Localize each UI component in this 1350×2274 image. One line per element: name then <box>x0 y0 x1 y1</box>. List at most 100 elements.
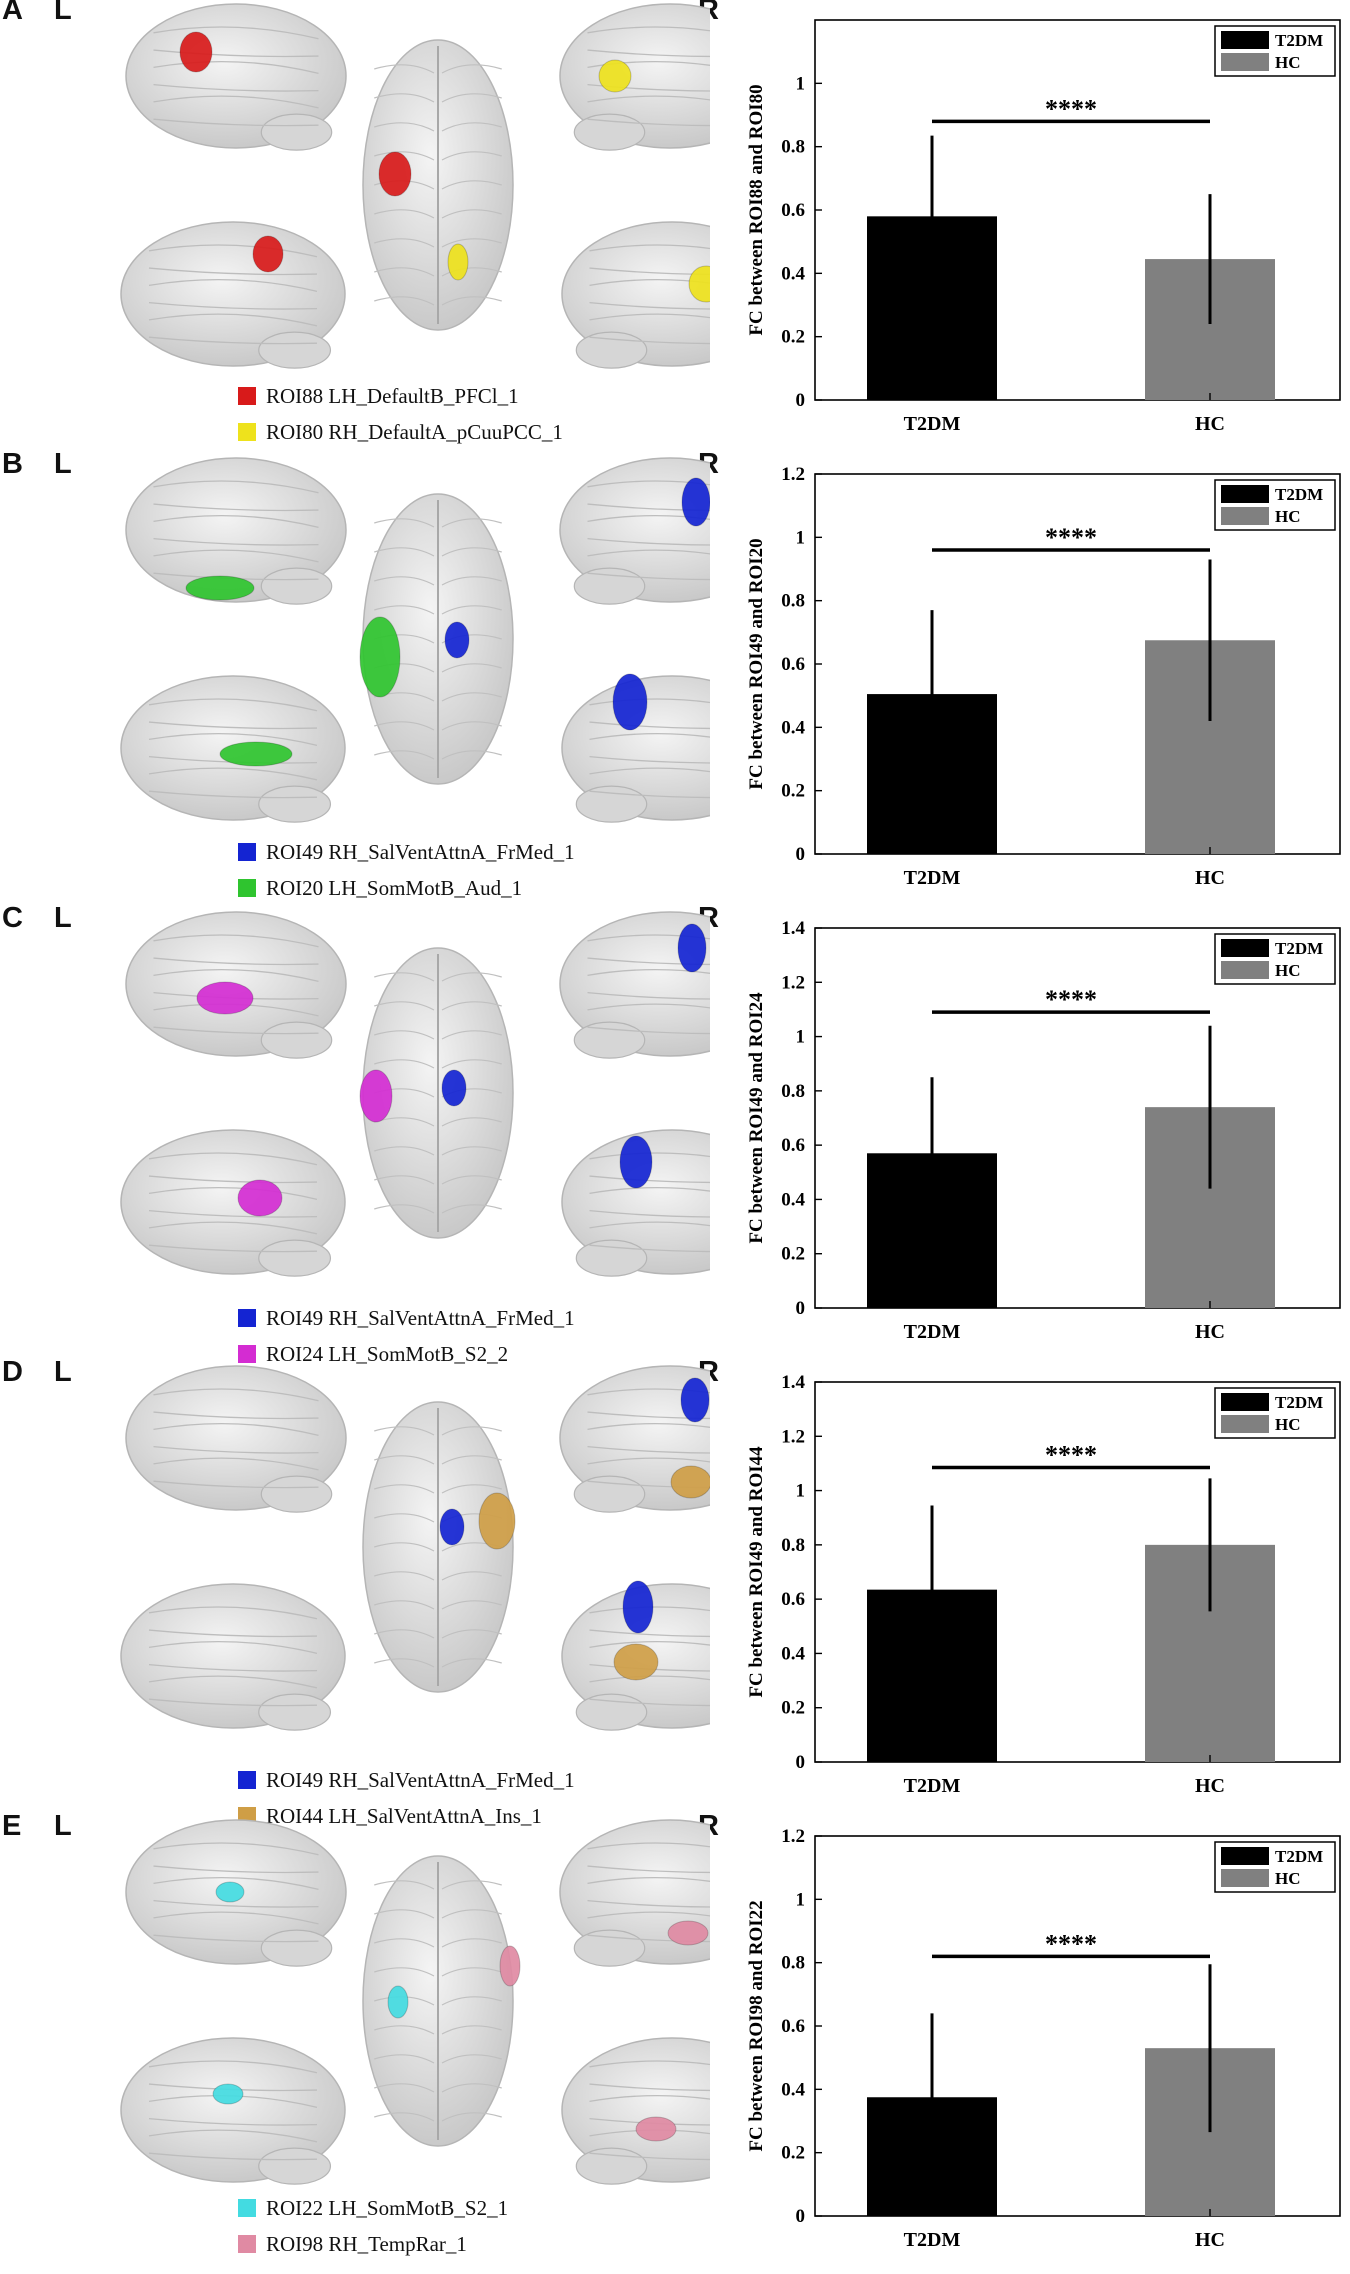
x-tick-label: T2DM <box>904 1321 961 1343</box>
roi-color-swatch <box>238 843 256 861</box>
legend-swatch <box>1221 1869 1269 1887</box>
roi-color-swatch <box>238 387 256 405</box>
y-tick-label: 1 <box>796 1481 806 1502</box>
fc-bar-chart: 0 0.2 0.4 0.6 0.8 1 1.2 T2DM HC **** FC between RO… <box>746 1826 1341 2251</box>
y-axis-label: FC between ROI49 and ROI44 <box>746 1446 767 1698</box>
x-tick-label: HC <box>1195 413 1225 435</box>
blue-roi-blob <box>622 1580 654 1634</box>
left-hemisphere-label: L <box>54 902 72 934</box>
y-tick-label: 0.8 <box>781 1953 805 1974</box>
brain-renderings <box>120 1819 710 2185</box>
y-tick-label: 1.4 <box>781 918 805 939</box>
roi-legend-label: ROI98 RH_TempRar_1 <box>266 2232 467 2256</box>
panel-label: A <box>2 0 23 26</box>
y-tick-label: 1 <box>796 73 806 94</box>
legend-swatch <box>1221 961 1269 979</box>
right-medial-brain <box>561 221 710 369</box>
roi-legend-item: ROI24 LH_SomMotB_S2_2 <box>238 1342 508 1367</box>
y-axis-label: FC between ROI49 and ROI24 <box>746 992 767 1244</box>
axial-brain <box>362 1401 514 1693</box>
chart-legend: T2DM HC <box>1214 933 1336 985</box>
fc-bar-chart: 0 0.2 0.4 0.6 0.8 1 1.2 1.4 T2DM HC **** FC between… <box>746 1372 1341 1797</box>
legend-label: T2DM <box>1275 1393 1323 1412</box>
cyan-roi-blob <box>387 1985 409 2019</box>
red-roi-blob <box>179 31 213 73</box>
panel-label: C <box>2 902 23 934</box>
y-tick-label: 0 <box>796 1752 806 1773</box>
y-tick-label: 0.4 <box>781 1189 805 1210</box>
left-medial-brain <box>120 1129 346 1277</box>
pink-roi-blob <box>635 2116 677 2142</box>
tan-roi-blob <box>670 1465 710 1499</box>
y-tick-label: 0.2 <box>781 1698 805 1719</box>
y-tick-label: 1.2 <box>781 464 805 485</box>
left-hemisphere-label: L <box>54 1810 72 1842</box>
left-hemisphere-label: L <box>54 1356 72 1388</box>
brain-renderings <box>120 1365 710 1731</box>
magenta-roi-blob <box>237 1179 283 1217</box>
roi-legend-label: ROI49 RH_SalVentAttnA_FrMed_1 <box>266 840 575 864</box>
fc-bar-chart: 0 0.2 0.4 0.6 0.8 1 1.2 1.4 T2DM HC **** FC between… <box>746 918 1341 1343</box>
roi-legend-item: ROI49 RH_SalVentAttnA_FrMed_1 <box>238 1768 575 1793</box>
green-roi-blob <box>219 741 293 767</box>
y-tick-label: 0 <box>796 1298 806 1319</box>
right-medial-brain <box>561 2037 710 2185</box>
left-medial-brain <box>120 1583 346 1731</box>
y-tick-label: 0.4 <box>781 1643 805 1664</box>
roi-legend-label: ROI24 LH_SomMotB_S2_2 <box>266 1342 509 1366</box>
yellow-roi-blob <box>447 243 469 281</box>
roi-color-swatch <box>238 1345 256 1363</box>
brain-renderings <box>120 911 710 1277</box>
x-tick-label: T2DM <box>904 867 961 889</box>
roi-legend-item: ROI49 RH_SalVentAttnA_FrMed_1 <box>238 840 575 865</box>
legend-swatch <box>1221 53 1269 71</box>
y-tick-label: 0.8 <box>781 1081 805 1102</box>
y-tick-label: 0.8 <box>781 591 805 612</box>
x-tick-label: HC <box>1195 867 1225 889</box>
y-tick-label: 1 <box>796 1889 806 1910</box>
y-tick-label: 1 <box>796 527 806 548</box>
legend-swatch <box>1221 939 1269 957</box>
y-tick-label: 1 <box>796 1027 806 1048</box>
legend-label: HC <box>1275 507 1301 526</box>
left-medial-brain <box>120 221 346 369</box>
magenta-roi-blob <box>196 981 254 1015</box>
y-tick-label: 0.4 <box>781 717 805 738</box>
red-roi-blob <box>378 151 412 197</box>
chart-legend: T2DM HC <box>1214 1841 1336 1893</box>
y-tick-label: 0 <box>796 2206 806 2227</box>
axial-brain <box>362 1855 514 2147</box>
right-lateral-brain <box>559 457 710 605</box>
legend-swatch <box>1221 31 1269 49</box>
significance-stars: **** <box>1045 1929 1097 1958</box>
left-hemisphere-label: L <box>54 0 72 26</box>
legend-label: HC <box>1275 1415 1301 1434</box>
panel-label: B <box>2 448 23 480</box>
panel-label: D <box>2 1356 23 1388</box>
y-tick-label: 0.6 <box>781 200 805 221</box>
roi-legend-item: ROI20 LH_SomMotB_Aud_1 <box>238 876 522 901</box>
roi-color-swatch <box>238 1309 256 1327</box>
y-tick-label: 0.4 <box>781 263 805 284</box>
blue-roi-blob <box>441 1069 467 1107</box>
y-tick-label: 0.2 <box>781 2143 805 2164</box>
brain-renderings <box>120 3 710 369</box>
y-tick-label: 0.2 <box>781 1244 805 1265</box>
roi-legend-label: ROI80 RH_DefaultA_pCuuPCC_1 <box>266 420 563 444</box>
y-tick-label: 0.8 <box>781 137 805 158</box>
y-tick-label: 0.8 <box>781 1535 805 1556</box>
significance-stars: **** <box>1045 1441 1097 1470</box>
roi-legend-label: ROI44 LH_SalVentAttnA_Ins_1 <box>266 1804 542 1828</box>
chart-legend: T2DM HC <box>1214 25 1336 77</box>
left-medial-brain <box>120 2037 346 2185</box>
y-axis-label: FC between ROI88 and ROI80 <box>746 84 767 335</box>
chart-legend: T2DM HC <box>1214 1387 1336 1439</box>
pink-roi-blob <box>499 1945 521 1987</box>
y-tick-label: 1.2 <box>781 1826 805 1847</box>
y-tick-label: 1.4 <box>781 1372 805 1393</box>
y-tick-label: 0 <box>796 844 806 865</box>
